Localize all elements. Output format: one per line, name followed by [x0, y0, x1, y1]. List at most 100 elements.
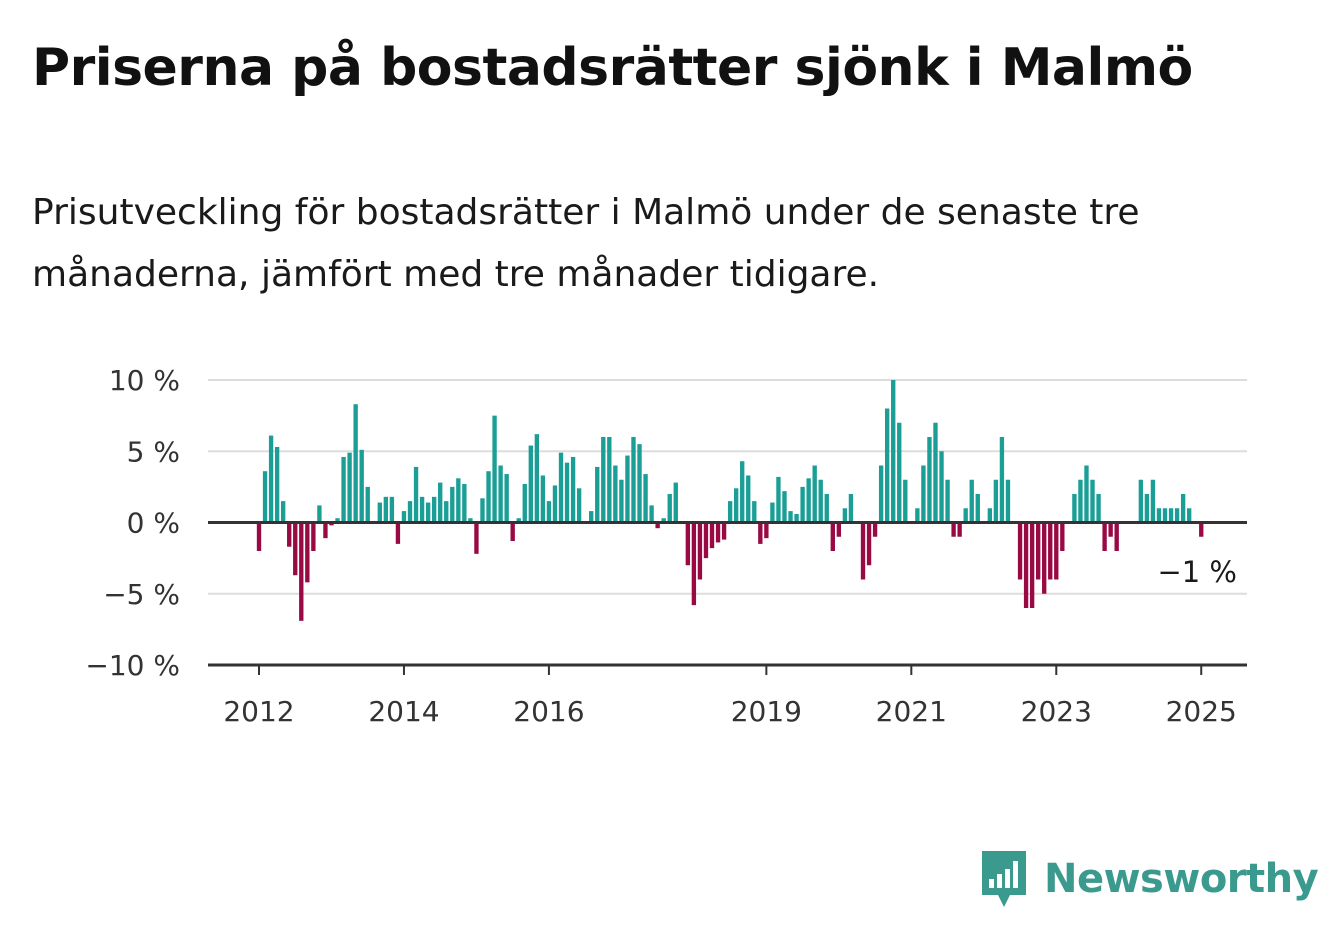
bar	[287, 522, 292, 547]
bar	[1199, 522, 1204, 537]
bar	[915, 508, 920, 523]
bar	[1072, 494, 1077, 523]
y-tick-label: 5 %	[127, 435, 180, 468]
bar	[836, 522, 842, 537]
bar	[830, 522, 835, 551]
newsworthy-logo-icon	[982, 851, 1026, 907]
bar	[528, 445, 533, 523]
bar	[419, 496, 425, 523]
bar	[818, 479, 823, 523]
bar	[969, 479, 974, 523]
bar	[1138, 479, 1144, 523]
bar	[1174, 508, 1180, 523]
bar	[1005, 479, 1011, 523]
bar	[691, 522, 697, 606]
axes	[208, 521, 1247, 675]
bar	[353, 404, 358, 523]
bar	[431, 496, 437, 523]
x-tick-label: 2021	[876, 695, 947, 728]
bar	[1144, 494, 1150, 523]
bar	[975, 494, 980, 523]
x-tick-label: 2019	[731, 695, 802, 728]
bar	[335, 518, 340, 523]
bar	[933, 422, 938, 523]
x-tick-label: 2016	[513, 695, 584, 728]
bar	[1150, 479, 1156, 523]
bar	[601, 437, 606, 523]
brand-name: Newsworthy	[1044, 856, 1319, 902]
bar	[522, 484, 527, 523]
bar	[274, 446, 280, 523]
bar	[1029, 522, 1035, 608]
bar	[903, 479, 908, 523]
bar	[438, 482, 443, 523]
bar	[1042, 522, 1047, 594]
bar	[951, 522, 956, 537]
bar	[897, 422, 902, 523]
bar	[341, 456, 346, 523]
bar	[776, 476, 781, 523]
bar	[625, 455, 630, 523]
x-tick-label: 2014	[368, 695, 439, 728]
bar	[1035, 522, 1041, 580]
bar	[782, 491, 787, 523]
bar	[878, 465, 884, 523]
bar	[293, 522, 298, 576]
bar	[673, 482, 678, 523]
bar	[474, 522, 479, 554]
bar	[377, 502, 382, 523]
bar	[383, 496, 389, 523]
bar	[546, 501, 552, 523]
bars	[256, 380, 1204, 621]
bar	[1096, 494, 1101, 523]
bar	[595, 466, 600, 523]
bar	[365, 486, 370, 523]
y-tick-label: −5 %	[103, 578, 180, 611]
bar	[1114, 522, 1119, 551]
bar	[425, 502, 431, 523]
y-tick-label: 0 %	[127, 507, 180, 540]
bar	[589, 511, 594, 523]
bar	[643, 474, 648, 523]
bar	[1023, 522, 1029, 608]
bar	[480, 498, 485, 523]
bar	[945, 479, 950, 523]
bar	[456, 478, 461, 523]
bar	[256, 522, 262, 551]
bar	[866, 522, 872, 566]
bar	[939, 451, 944, 523]
bar	[655, 522, 660, 529]
bar	[552, 485, 558, 523]
bar	[305, 522, 310, 583]
bar	[389, 496, 395, 523]
bar	[1168, 508, 1174, 523]
bar	[407, 501, 413, 523]
bar	[812, 465, 817, 523]
bar	[534, 434, 540, 523]
bar	[1162, 508, 1168, 523]
bar	[450, 486, 455, 523]
gridlines	[208, 379, 1247, 595]
bar	[999, 437, 1005, 523]
bar	[824, 494, 829, 523]
bar	[462, 484, 467, 523]
bar	[1084, 465, 1089, 523]
bar	[516, 518, 521, 523]
bar	[631, 437, 636, 523]
bar	[607, 437, 612, 523]
bar	[1017, 522, 1023, 580]
bar	[703, 522, 709, 559]
bar	[268, 435, 274, 523]
bar	[794, 513, 799, 523]
bar	[413, 466, 419, 523]
bar	[1108, 522, 1113, 537]
bar	[317, 505, 322, 523]
bar	[280, 501, 286, 523]
bar	[752, 501, 757, 523]
bar	[401, 511, 407, 523]
bar	[486, 471, 491, 523]
bar	[957, 522, 962, 537]
bar	[800, 486, 805, 523]
bar	[921, 465, 926, 523]
x-tick-label: 2025	[1166, 695, 1237, 728]
